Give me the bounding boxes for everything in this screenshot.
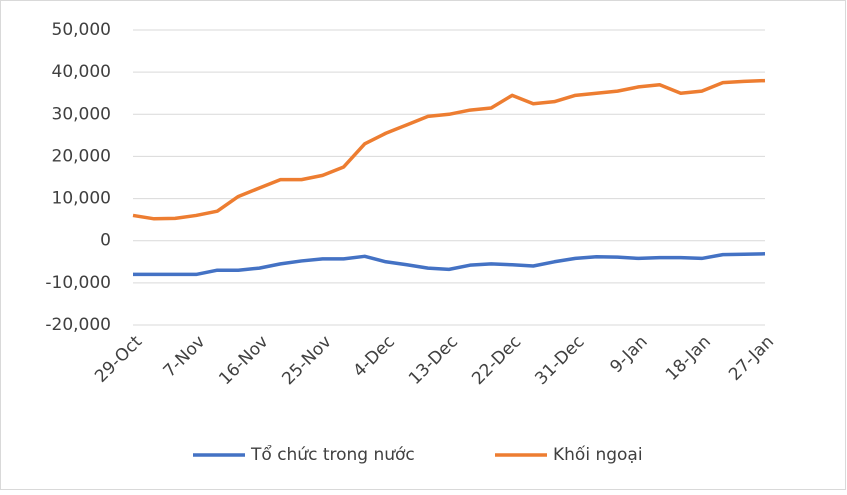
line-series: [132, 78, 766, 221]
y-tick-label: 50,000: [52, 20, 111, 40]
y-tick-label: -20,000: [45, 315, 111, 335]
y-tick-label: 0: [100, 231, 111, 251]
legend-label: Khối ngoại: [553, 444, 643, 465]
y-tick-label: 10,000: [52, 189, 111, 209]
y-tick-label: 20,000: [52, 146, 111, 166]
y-tick-label: -10,000: [45, 273, 111, 293]
legend-label: Tổ chức trong nước: [250, 444, 415, 465]
line-series: [133, 252, 766, 277]
y-tick-label: 30,000: [52, 104, 111, 124]
y-tick-label: 40,000: [52, 62, 111, 82]
